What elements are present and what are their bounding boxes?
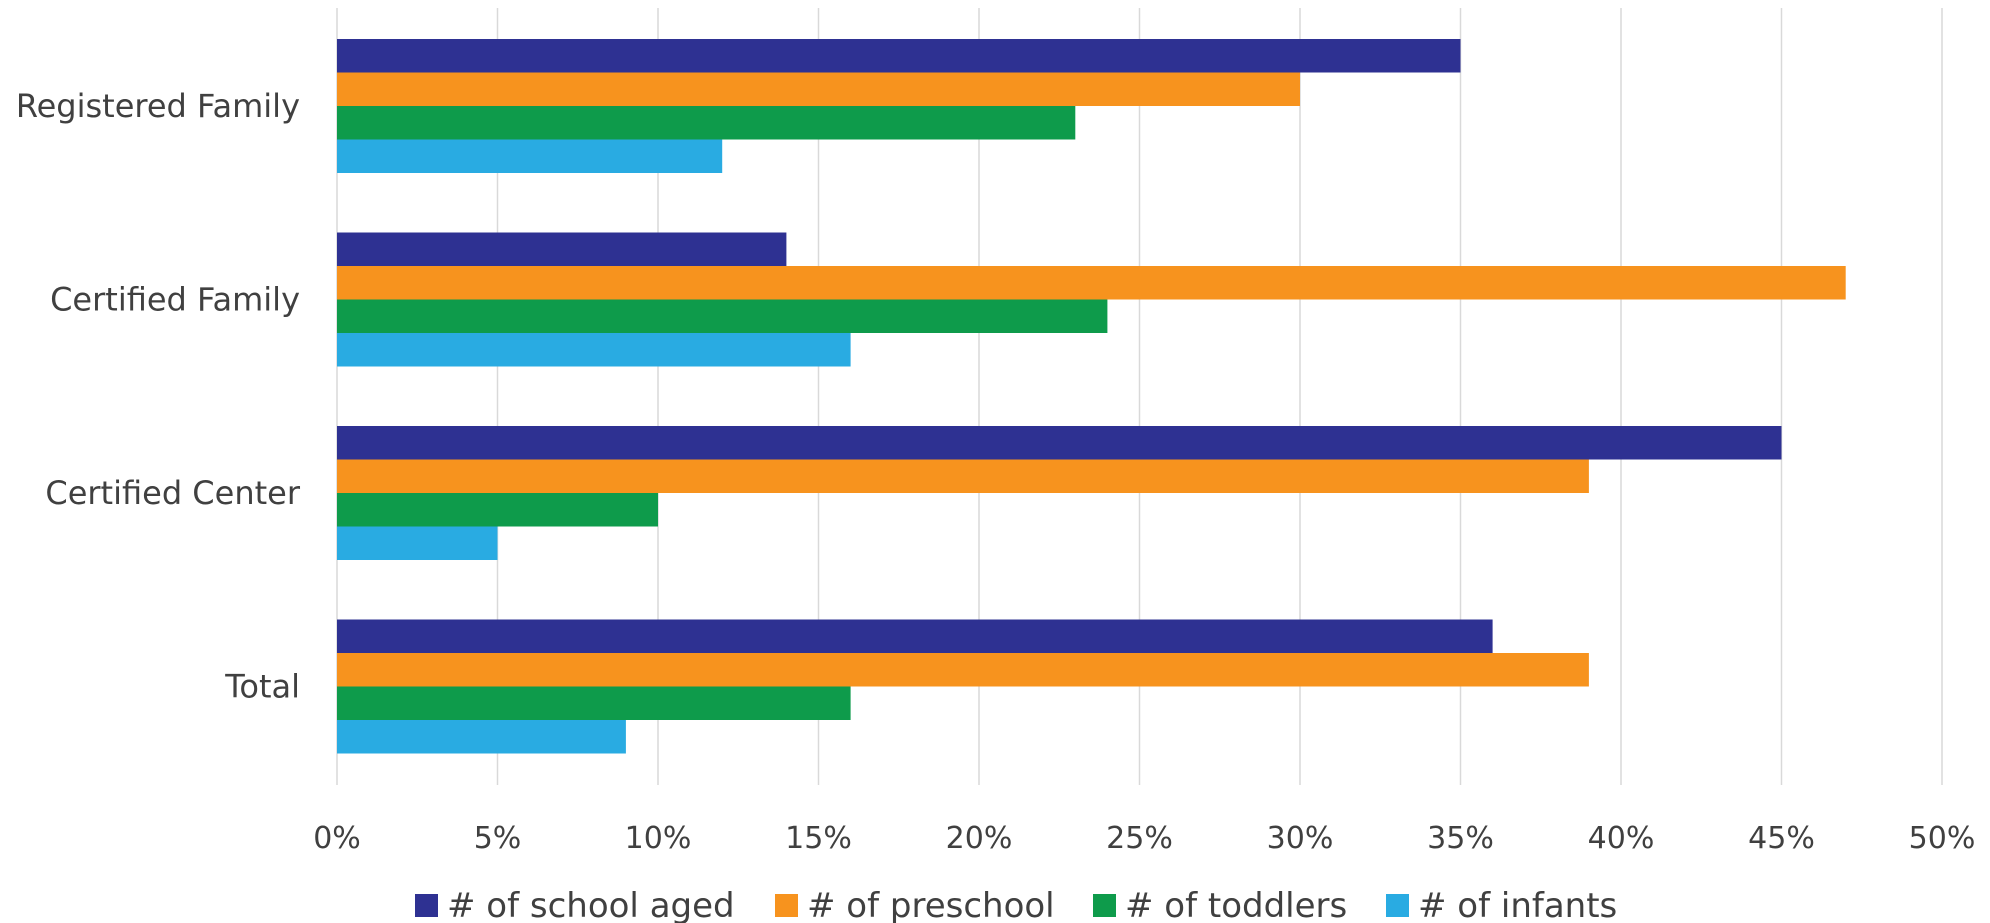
x-tick-label: 25% — [1106, 821, 1173, 856]
bar — [337, 139, 723, 173]
category-label: Certified Center — [45, 474, 301, 512]
bar — [337, 493, 658, 527]
x-tick-label: 5% — [474, 821, 522, 856]
x-tick-label: 10% — [625, 821, 692, 856]
bar — [337, 720, 626, 754]
x-tick-label: 50% — [1909, 821, 1976, 856]
bars — [337, 39, 1846, 754]
bar — [337, 686, 851, 720]
bar — [337, 299, 1108, 333]
bar — [337, 653, 1589, 687]
x-tick-label: 20% — [946, 821, 1013, 856]
bar — [337, 106, 1076, 140]
category-label: Registered Family — [16, 87, 300, 125]
legend-item: # of toddlers — [1093, 886, 1347, 923]
legend-label: # of toddlers — [1125, 886, 1347, 923]
bar — [337, 526, 498, 560]
legend: # of school aged # of preschool # of toddl… — [415, 886, 1617, 923]
legend-swatch — [415, 894, 438, 917]
bar — [337, 266, 1846, 300]
legend-swatch — [775, 894, 798, 917]
legend-label: # of infants — [1418, 886, 1617, 923]
bar — [337, 232, 787, 266]
category-labels: Registered Family Certified Family Certifi… — [16, 87, 301, 706]
x-tick-label: 45% — [1748, 821, 1815, 856]
legend-label: # of preschool — [807, 886, 1055, 923]
legend-label: # of school aged — [447, 886, 735, 923]
x-tick-label: 35% — [1427, 821, 1494, 856]
x-tick-label: 0% — [313, 821, 361, 856]
bar — [337, 459, 1589, 493]
x-tick-label: 30% — [1267, 821, 1334, 856]
bar — [337, 333, 851, 367]
bar — [337, 619, 1493, 653]
bar — [337, 72, 1300, 106]
legend-item: # of infants — [1386, 886, 1617, 923]
legend-item: # of preschool — [775, 886, 1055, 923]
legend-swatch — [1386, 894, 1409, 917]
x-tick-label: 15% — [785, 821, 852, 856]
legend-swatch — [1093, 894, 1116, 917]
category-label: Total — [224, 668, 300, 706]
x-tick-label: 40% — [1588, 821, 1655, 856]
bar — [337, 39, 1461, 73]
bar — [337, 426, 1782, 460]
legend-item: # of school aged — [415, 886, 735, 923]
x-axis-tick-labels: 0% 5% 10% 15% 20% 25% 30% 35% 40% 45% 50% — [313, 821, 1975, 856]
category-label: Certified Family — [50, 281, 300, 319]
